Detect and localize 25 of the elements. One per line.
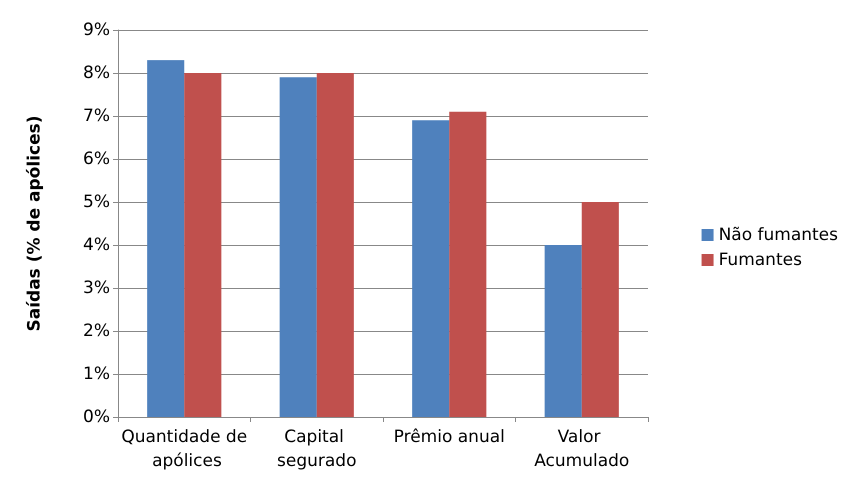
x-tick-label: Quantidade de apólices: [121, 427, 248, 471]
x-tick-label: Capital segurado: [277, 427, 356, 471]
legend-label: Não fumantes: [718, 225, 838, 245]
bar: [280, 77, 317, 417]
x-tick-label: Prêmio anual: [394, 427, 505, 447]
y-tick-label: 7%: [83, 106, 110, 126]
y-tick-label: 8%: [83, 63, 110, 83]
bar: [449, 112, 486, 417]
y-axis-title: Saídas (% de apólices): [24, 115, 44, 332]
y-tick-label: 0%: [83, 407, 110, 427]
bar: [412, 120, 450, 417]
y-tick-label: 9%: [83, 20, 110, 40]
bar: [582, 202, 619, 417]
bar: [316, 73, 354, 417]
y-tick-label: 2%: [83, 321, 110, 341]
bar: [147, 60, 184, 417]
bar: [184, 73, 222, 417]
bar: [544, 245, 582, 417]
y-tick-label: 6%: [83, 149, 110, 169]
y-tick-label: 5%: [83, 192, 110, 212]
y-tick-label: 1%: [83, 364, 110, 384]
y-tick-label: 4%: [83, 235, 110, 255]
legend-label: Fumantes: [718, 250, 802, 270]
y-tick-label: 3%: [83, 278, 110, 298]
x-tick-label: Valor Acumulado: [534, 427, 630, 471]
